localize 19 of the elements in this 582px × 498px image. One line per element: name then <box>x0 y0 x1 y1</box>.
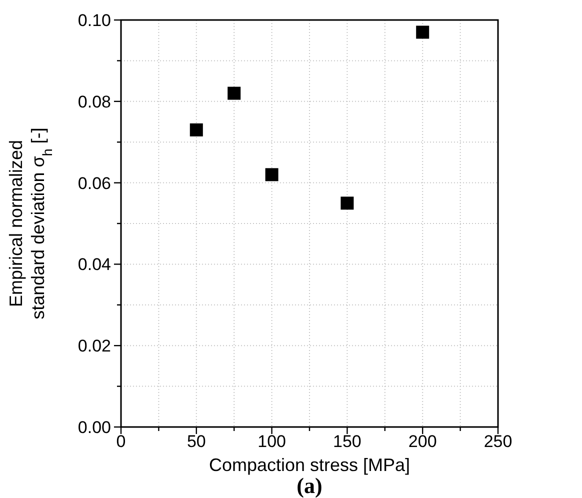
text: (a) <box>296 473 322 498</box>
x-tick-label: 150 <box>333 432 362 451</box>
x-tick-label: 0 <box>116 432 126 451</box>
point <box>416 26 430 39</box>
x-tick-label: 200 <box>408 432 437 451</box>
y-tick-label: 0.06 <box>78 174 111 193</box>
y-tick-label: 0.10 <box>78 11 111 30</box>
y-tick-label: 0.02 <box>78 336 111 356</box>
x-tick-label: 100 <box>258 432 286 451</box>
y-tick-label: 0.08 <box>78 92 111 112</box>
y-tick-label: 0.04 <box>78 255 111 274</box>
x-tick-label: 50 <box>186 432 206 451</box>
x-tick-label: 250 <box>484 432 512 451</box>
point <box>340 196 354 210</box>
x-axis-title: Compaction stress [MPa] <box>208 455 410 475</box>
point <box>228 86 241 100</box>
point <box>265 168 278 182</box>
point <box>190 123 203 136</box>
y-tick-label: 0.00 <box>78 418 111 437</box>
